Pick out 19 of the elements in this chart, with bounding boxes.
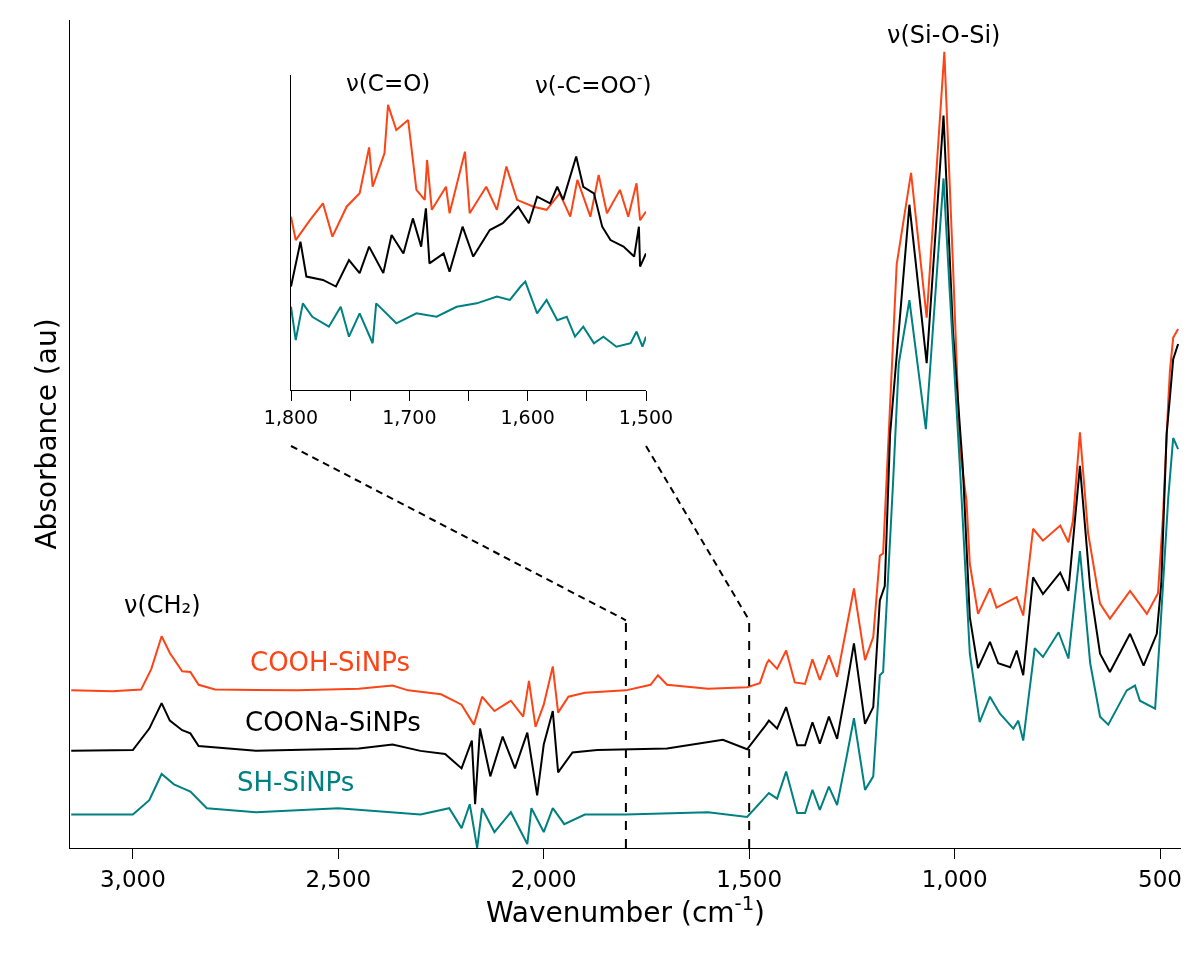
annotation: ν(CH₂) xyxy=(124,591,201,619)
series-label: COOH-SiNPs xyxy=(250,647,410,677)
x-tick-label: 1,700 xyxy=(382,406,437,429)
annotation: ν(-C=OO$^{-}$) xyxy=(535,68,652,98)
x-tick-label: 1,500 xyxy=(716,865,783,892)
y-axis-title: Absorbance (au) xyxy=(29,318,63,550)
x-tick-label: 1,500 xyxy=(618,406,674,429)
x-tick-label: 1,800 xyxy=(263,406,319,429)
x-axis-title: Wavenumber (cm$^{-1}$) xyxy=(485,891,766,929)
x-tick-label: 2,500 xyxy=(305,865,372,892)
annotation: ν(C=O) xyxy=(346,70,431,96)
text: ν(Si-O-Si) xyxy=(887,21,1001,49)
x-tick-label: 3,000 xyxy=(99,865,166,892)
x-tick-label: 1,000 xyxy=(921,865,988,892)
x-tick-label: 2,000 xyxy=(510,865,577,892)
x-tick-label: 500 xyxy=(1138,865,1182,892)
series-label: SH-SiNPs xyxy=(237,767,355,797)
series-label: COONa-SiNPs xyxy=(245,707,421,737)
x-tick-label: 1,600 xyxy=(500,406,555,429)
